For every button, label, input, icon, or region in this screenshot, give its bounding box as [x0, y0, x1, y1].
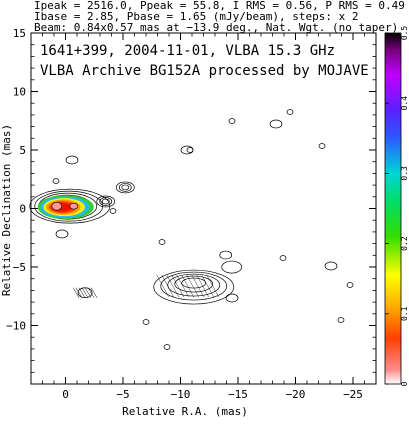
processing-label: VLBA Archive BG152A processed by MOJAVE	[40, 63, 369, 79]
noise-contour	[163, 344, 171, 350]
noise-contour	[142, 319, 150, 325]
y-tick-label: 5	[19, 144, 26, 157]
noise-contour	[337, 317, 345, 323]
noise-contour	[228, 118, 236, 124]
jet-component-contour	[153, 269, 235, 305]
jet-knot-contour	[96, 195, 116, 208]
noise-contour	[158, 239, 166, 245]
noise-contour	[318, 143, 326, 149]
jet-component-hatch	[191, 274, 204, 298]
jet-component-hatch	[181, 274, 194, 298]
y-tick-label: −10	[6, 320, 26, 333]
jet-component-contour	[219, 250, 233, 260]
jet-component-hatch	[161, 274, 174, 298]
jet-knot-contour	[99, 197, 113, 206]
jet-component-contour	[167, 273, 221, 297]
source-label: 1641+399, 2004-11-01, VLBA 15.3 GHz	[40, 43, 335, 59]
noise-contour	[346, 282, 354, 288]
jet-knot-contour	[118, 183, 132, 192]
y-tick-label: −5	[13, 261, 26, 274]
colorbar-tick-label: 0.2	[400, 236, 409, 251]
jet-knot-contour	[101, 198, 110, 205]
plot-area: 0 −5 −10 −15 −20 −25 15 10 5 0 −5 −10 1641+399, 20…	[6, 27, 377, 401]
jet-component-hatch	[176, 274, 189, 298]
noise-contour	[65, 155, 79, 165]
x-tick-label: 0	[62, 388, 69, 401]
noise-contour	[269, 119, 283, 129]
noise-contour	[109, 208, 117, 214]
x-tick-label: −15	[228, 388, 248, 401]
noise-contour	[286, 109, 294, 115]
header-line-2: Ibase = 2.85, Pbase = 1.65 (mJy/beam), s…	[34, 10, 359, 23]
jet-component-hatch	[186, 274, 199, 298]
colorbar-labels: 0 0.1 0.2 0.3 0.4 0.5	[385, 26, 409, 386]
beam-hatch	[90, 287, 98, 298]
beam-hatch	[75, 287, 83, 298]
noise-contour	[52, 178, 60, 184]
x-tick-label: −10	[171, 388, 191, 401]
beam-hatch	[72, 287, 80, 298]
core-peak	[51, 201, 63, 211]
map-features	[29, 109, 354, 350]
noise-contour	[55, 229, 69, 239]
jet-component-hatch	[196, 274, 209, 298]
colorbar-gradient	[384, 32, 402, 385]
jet-component-hatch	[206, 274, 219, 298]
beam-hatch	[81, 287, 89, 298]
header-line-1: Ipeak = 2516.0, Ppeak = 55.8, I RMS = 0.…	[34, 0, 405, 12]
jet-component-contour	[160, 271, 228, 301]
colorbar-tick-label: 0.1	[400, 306, 409, 321]
y-axis-ticks: 15 10 5 0 −5 −10	[6, 27, 376, 333]
core-peak	[69, 202, 79, 210]
x-axis-label: Relative R.A. (mas)	[122, 405, 248, 418]
noise-contour	[225, 293, 239, 303]
x-tick-label: −25	[343, 388, 363, 401]
beam-ellipse	[77, 287, 93, 299]
minor-ticks	[31, 33, 377, 384]
jet-component-hatch	[166, 274, 179, 298]
y-axis-label: Relative Declination (mas)	[0, 124, 13, 296]
y-tick-label: 15	[13, 27, 26, 40]
jet-component-hatch	[156, 274, 169, 298]
colorbar-tick-label: 0.3	[400, 166, 409, 181]
jet-component-contour	[174, 275, 214, 293]
jet-knot-contour	[121, 184, 130, 191]
noise-contour	[279, 255, 287, 261]
noise-contour	[324, 261, 338, 271]
jet-component-contour	[181, 277, 207, 289]
colorbar-tick-label: 0.5	[400, 26, 409, 41]
noise-contour	[186, 147, 194, 153]
colorbar: 0 0.1 0.2 0.3 0.4 0.5	[384, 26, 409, 386]
header-line-3: Beam: 0.84x0.57 mas at −13.9 deg., Nat. …	[34, 21, 398, 34]
x-tick-label: −20	[286, 388, 306, 401]
core-contour	[34, 190, 104, 222]
jet-component-hatch	[171, 274, 184, 298]
x-axis-ticks: 0 −5 −10 −15 −20 −25	[62, 33, 363, 401]
beam-hatch	[87, 287, 95, 298]
jet-component-contour	[221, 260, 243, 274]
colorbar-tick-label: 0.4	[400, 96, 409, 111]
x-tick-label: −5	[116, 388, 129, 401]
jet-knot-contour	[115, 181, 135, 194]
y-tick-label: 0	[19, 203, 26, 216]
jet-component-hatch	[201, 274, 214, 298]
y-tick-label: 10	[13, 86, 26, 99]
colorbar-tick-label: 0	[400, 381, 409, 386]
